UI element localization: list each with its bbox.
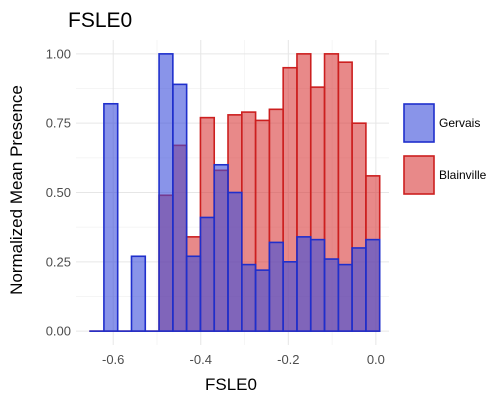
- bar: [227, 191, 243, 332]
- legend-swatch: [403, 155, 435, 195]
- x-axis-ticks: -0.6 -0.4 -0.2 0.0: [102, 352, 385, 367]
- y-tick-label: 0.75: [46, 116, 71, 131]
- legend-key-gervais: Gervais: [403, 103, 480, 143]
- x-tick-label: 0.0: [367, 352, 385, 367]
- bar: [365, 238, 381, 332]
- x-tick-label: -0.4: [190, 352, 212, 367]
- bar: [130, 255, 147, 332]
- bar: [241, 263, 257, 332]
- bar: [199, 216, 216, 332]
- legend-key-blainville: Blainville: [403, 155, 487, 195]
- bar: [351, 247, 367, 332]
- bar: [172, 83, 188, 332]
- y-tick-label: 1.00: [46, 46, 71, 61]
- bars: [89, 53, 381, 332]
- x-tick-label: -0.6: [102, 352, 124, 367]
- y-tick-label: 0.50: [46, 185, 71, 200]
- y-tick-label: 0.25: [46, 254, 71, 269]
- bar: [103, 102, 119, 332]
- y-axis-ticks: 0.00 0.25 0.50 0.75 1.00: [46, 46, 71, 338]
- chart-title: FSLE0: [68, 9, 132, 32]
- bar: [185, 255, 202, 332]
- bar: [309, 238, 326, 332]
- bar: [282, 261, 298, 332]
- x-axis-title: FSLE0: [205, 375, 257, 394]
- legend-swatch: [403, 103, 435, 143]
- legend-label: Blainville: [439, 168, 487, 182]
- bar: [323, 258, 340, 332]
- bar: [268, 241, 284, 332]
- bar: [254, 269, 271, 332]
- x-tick-label: -0.2: [277, 352, 299, 367]
- bar: [213, 163, 229, 332]
- legend-label: Gervais: [439, 116, 480, 130]
- y-axis-title: Normalized Mean Presence: [7, 85, 26, 295]
- bar: [337, 263, 353, 332]
- series-gervais: [89, 53, 381, 332]
- bar: [296, 236, 312, 332]
- y-tick-label: 0.00: [46, 324, 71, 339]
- bar: [158, 53, 174, 332]
- legend: Gervais Blainville: [403, 103, 487, 195]
